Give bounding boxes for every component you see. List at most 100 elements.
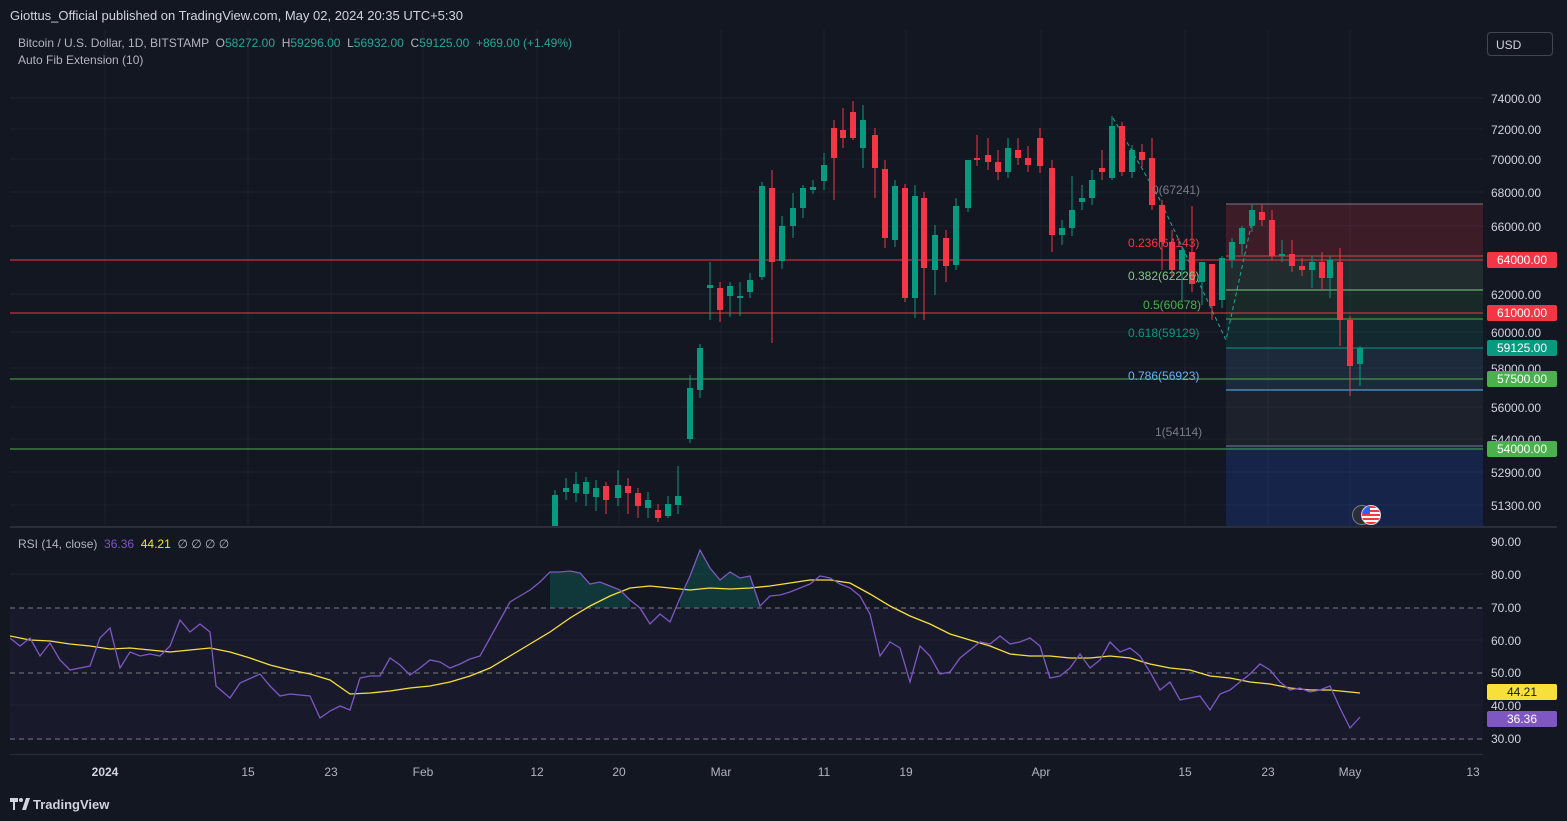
- price-axis-label: 51300.00: [1491, 499, 1542, 513]
- candle-body: [697, 348, 703, 390]
- candle-body: [1099, 168, 1105, 172]
- rsi-overbought-fill: [550, 571, 630, 608]
- currency-button[interactable]: USD: [1487, 32, 1553, 56]
- candle-body: [625, 486, 631, 493]
- rsi-axis-label: 80.00: [1491, 568, 1522, 582]
- candle-body: [974, 158, 980, 160]
- candle-body: [790, 208, 796, 226]
- candle-body: [932, 235, 938, 270]
- time-axis-label: Apr: [1031, 765, 1051, 779]
- candle-body: [707, 285, 713, 288]
- candle-body: [1239, 228, 1245, 244]
- change-value: +869.00 (+1.49%): [475, 36, 573, 50]
- candle-body: [1327, 260, 1333, 278]
- candle-body: [1005, 148, 1011, 172]
- rsi-axis-label: 70.00: [1491, 601, 1522, 615]
- price-axis-label: 66000.00: [1491, 220, 1542, 234]
- price-tag-57500: 57500.00: [1487, 371, 1557, 387]
- time-axis-label: 20: [612, 765, 626, 779]
- candle-body: [573, 484, 579, 493]
- candle-body: [1169, 242, 1175, 270]
- fib-label-0618: 0.618(59129): [1128, 326, 1200, 340]
- rsi-axis-label: 30.00: [1491, 732, 1522, 746]
- candle-body: [810, 187, 816, 190]
- rsi-value-tag: 36.36: [1487, 711, 1557, 727]
- fib-label-0236: 0.236(64143): [1128, 236, 1200, 250]
- open-label: O: [215, 36, 225, 50]
- candle-body: [892, 186, 898, 240]
- candle-body: [1049, 168, 1055, 235]
- close-value: 59125.00: [419, 36, 470, 50]
- rsi-legend[interactable]: RSI (14, close) 36.36 44.21 ∅ ∅ ∅ ∅: [18, 537, 229, 551]
- candle-body: [1149, 158, 1155, 205]
- price-axis-label: 70000.00: [1491, 153, 1542, 167]
- price-axis[interactable]: 74000.00 72000.00 70000.00 68000.00 6600…: [1483, 30, 1567, 754]
- price-axis-label: 62000.00: [1491, 288, 1542, 302]
- symbol-legend[interactable]: Bitcoin / U.S. Dollar, 1D, BITSTAMP O582…: [18, 36, 572, 50]
- time-axis-label: Mar: [710, 765, 732, 779]
- price-axis-label: 52900.00: [1491, 466, 1542, 480]
- candle-body: [635, 493, 641, 506]
- publisher-bar: Giottus_Official published on TradingVie…: [0, 0, 1567, 30]
- candle-body: [1289, 254, 1295, 266]
- candle-body: [737, 296, 743, 298]
- time-axis[interactable]: 2024 15 23 Feb 12 20 Mar 11 19 Apr 15 23…: [10, 754, 1483, 789]
- pane-divider[interactable]: [10, 526, 1557, 528]
- candle-body: [1357, 348, 1363, 364]
- candle-body: [563, 488, 569, 492]
- candle-body: [965, 160, 971, 208]
- candle-body: [1059, 228, 1065, 235]
- rsi-pane[interactable]: [10, 528, 1483, 754]
- tradingview-brand: TradingView: [33, 797, 110, 812]
- rsi-ma-value: 44.21: [140, 537, 171, 551]
- candle-body: [840, 130, 846, 138]
- candle-body: [995, 162, 1001, 172]
- time-axis-label: 2024: [91, 765, 119, 779]
- low-label: L: [347, 36, 354, 50]
- symbol-name: Bitcoin / U.S. Dollar, 1D, BITSTAMP: [18, 36, 209, 50]
- candle-body: [1269, 220, 1275, 256]
- candle-body: [727, 286, 733, 296]
- price-chart-pane[interactable]: [10, 30, 1483, 526]
- candle-body: [665, 504, 671, 516]
- price-axis-label: 56000.00: [1491, 401, 1542, 415]
- time-axis-label: 11: [817, 765, 831, 779]
- candle-body: [1309, 262, 1315, 270]
- rsi-chart-svg[interactable]: [10, 528, 1483, 754]
- time-axis-label: 12: [530, 765, 544, 779]
- candle-body: [1069, 210, 1075, 228]
- us-flag-icon[interactable]: [1361, 505, 1381, 525]
- price-axis-label: 74000.00: [1491, 92, 1542, 106]
- time-axis-label: May: [1338, 765, 1362, 779]
- candle-body: [1337, 262, 1343, 320]
- candle-body: [1079, 198, 1085, 202]
- candle-body: [1279, 254, 1285, 256]
- candle-body: [615, 485, 621, 498]
- fib-label-0: 0(67241): [1152, 183, 1201, 197]
- fib-label-1: 1(54114): [1155, 425, 1203, 439]
- candle-body: [1109, 126, 1115, 178]
- candle-body: [985, 155, 991, 162]
- candle-body: [860, 120, 866, 148]
- candle-body: [675, 496, 681, 505]
- open-value: 58272.00: [224, 36, 276, 50]
- low-value: 56932.00: [353, 36, 404, 50]
- candle-body: [759, 186, 765, 277]
- candle-body: [1037, 138, 1043, 166]
- close-label: C: [410, 36, 420, 50]
- candle-body: [1229, 242, 1235, 260]
- time-axis-label: 23: [1261, 765, 1275, 779]
- horizontal-levels[interactable]: [10, 259, 1483, 450]
- price-tag-61000: 61000.00: [1487, 305, 1557, 321]
- high-label: H: [281, 36, 291, 50]
- indicator-legend[interactable]: Auto Fib Extension (10): [18, 53, 144, 67]
- candle-body: [1209, 264, 1215, 306]
- candle-body: [831, 128, 837, 158]
- price-chart-svg[interactable]: [10, 30, 1483, 526]
- candle-body: [603, 486, 609, 500]
- candle-body: [1015, 150, 1021, 158]
- candle-body: [1347, 320, 1353, 366]
- candle-body: [593, 488, 599, 497]
- candle-body: [872, 135, 878, 168]
- rsi-axis-label: 50.00: [1491, 666, 1522, 680]
